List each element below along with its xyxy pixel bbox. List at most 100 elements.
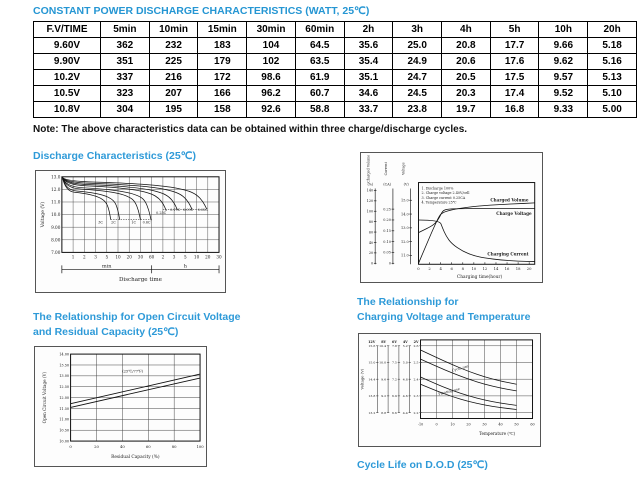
svg-text:12V: 12V (368, 340, 376, 344)
svg-text:12.50: 12.50 (59, 385, 69, 389)
svg-text:14.00: 14.00 (59, 352, 69, 356)
table-cell: 16.8 (489, 101, 540, 118)
table-cell: 25.0 (392, 37, 443, 54)
table-header-cell: 5h (489, 21, 540, 38)
svg-text:2.2: 2.2 (414, 411, 419, 415)
table-cell: 63.5 (294, 53, 345, 70)
svg-text:Voltage: Voltage (402, 162, 406, 176)
svg-text:4.8: 4.8 (403, 377, 408, 381)
svg-text:13.2: 13.2 (368, 411, 375, 415)
table-cell: 24.7 (392, 69, 443, 86)
svg-text:0: 0 (417, 267, 420, 271)
table-cell: 33.7 (343, 101, 394, 118)
svg-text:7.00: 7.00 (51, 250, 61, 255)
table-cell: 35.1 (343, 69, 394, 86)
svg-text:60: 60 (369, 230, 373, 234)
svg-text:50: 50 (514, 422, 518, 426)
svg-text:0.6C: 0.6C (143, 220, 151, 224)
svg-text:30: 30 (216, 254, 222, 259)
table-cell: 5.13 (587, 69, 637, 86)
svg-text:Charged Volume: Charged Volume (366, 155, 370, 183)
svg-text:13.8: 13.8 (368, 394, 375, 398)
discharge-chart-panel: 13.0 12.0 11.0 10.0 9.00 8.00 7.00 Voltage (V) 1… (35, 170, 226, 293)
svg-text:12: 12 (483, 267, 488, 271)
svg-text:3C: 3C (98, 220, 103, 224)
svg-text:4. Temperature 25℃: 4. Temperature 25℃ (421, 201, 456, 205)
table-row: 10.5V 323 207 166 96.2 60.7 34.6 24.5 20.3 17.4 9.… (33, 85, 637, 102)
svg-text:6.9: 6.9 (392, 394, 397, 398)
svg-text:15.0: 15.0 (368, 361, 375, 365)
svg-text:Floating use: Floating use (438, 387, 460, 396)
table-cell: 92.6 (246, 101, 296, 118)
table-cell: 58.8 (294, 101, 345, 118)
table-cell: 17.5 (489, 69, 540, 86)
svg-text:15.6: 15.6 (368, 344, 375, 348)
svg-text:12.0: 12.0 (51, 187, 61, 192)
table-row: 10.2V 337 216 172 98.6 61.9 35.1 24.7 20.5 17.5 9.… (33, 69, 637, 86)
svg-text:0: 0 (69, 445, 72, 449)
table-header-cell: 5min (100, 21, 150, 38)
svg-text:0: 0 (435, 422, 437, 426)
table-cell: 24.5 (392, 85, 443, 102)
svg-text:12.0: 12.0 (401, 240, 409, 244)
svg-text:5: 5 (105, 254, 108, 259)
svg-text:Open Circuit Voltage (V): Open Circuit Voltage (V) (42, 372, 47, 424)
svg-text:0.09C: 0.09C (183, 208, 194, 212)
svg-text:11.00: 11.00 (59, 418, 69, 422)
svg-text:Discharge time: Discharge time (119, 277, 163, 283)
svg-text:13.50: 13.50 (59, 363, 69, 367)
svg-text:140: 140 (367, 189, 374, 193)
svg-text:100: 100 (367, 210, 374, 214)
discharge-chart: 13.0 12.0 11.0 10.0 9.00 8.00 7.00 Voltage (V) 1… (39, 174, 222, 283)
charging-plot: Charged Volume(%)020406080100120140Curre… (366, 155, 536, 280)
svg-text:Voltage (V): Voltage (V) (361, 368, 365, 390)
table-header-cell: 20h (587, 21, 637, 38)
table-cell: 5.16 (587, 53, 637, 70)
table-cell: 166 (197, 85, 248, 102)
svg-text:8.00: 8.00 (51, 237, 61, 242)
svg-text:0.15: 0.15 (383, 229, 391, 233)
svg-text:Temperature (℃): Temperature (℃) (479, 431, 515, 436)
table-cell: 9.33 (538, 101, 589, 118)
svg-text:40: 40 (498, 422, 502, 426)
svg-text:10.4: 10.4 (379, 344, 386, 348)
table-cell: 35.4 (343, 53, 394, 70)
table-cell: 179 (197, 53, 248, 70)
table-cell: 23.8 (392, 101, 443, 118)
table-cell: 17.4 (489, 85, 540, 102)
svg-text:8V: 8V (381, 340, 386, 344)
svg-text:11.0: 11.0 (51, 200, 61, 205)
charging-chart: Charged Volume(%)020406080100120140Curre… (366, 155, 536, 280)
svg-text:7.5: 7.5 (392, 361, 397, 365)
table-cell: 5.18 (587, 37, 637, 54)
page-title: CONSTANT POWER DISCHARGE CHARACTERISTICS… (33, 5, 370, 17)
table-cell: 216 (148, 69, 199, 86)
ocv-chart-panel: 14.00 13.50 13.00 12.50 12.00 11.50 11.00 10.50… (34, 346, 207, 467)
table-cell: 225 (148, 53, 199, 70)
svg-text:10.00: 10.00 (59, 439, 69, 443)
cvt-chart: Voltage (V) -10 0 10 20 30 40 50 60 Temperature (… (361, 339, 535, 436)
svg-text:11.50: 11.50 (59, 407, 69, 411)
table-header-cell: 10h (538, 21, 589, 38)
svg-text:16: 16 (505, 267, 510, 271)
table-cell: 351 (100, 53, 150, 70)
table-cell: 9.62 (538, 53, 589, 70)
svg-text:6: 6 (451, 267, 454, 271)
svg-text:2: 2 (428, 267, 431, 271)
table-cell: 98.6 (246, 69, 296, 86)
svg-text:5.0: 5.0 (403, 361, 408, 365)
svg-text:2: 2 (162, 254, 165, 259)
svg-text:7.8: 7.8 (392, 344, 397, 348)
cvt-plot: Voltage (V) -10 0 10 20 30 40 50 60 Temperature (… (361, 339, 535, 436)
svg-text:14.0: 14.0 (401, 212, 409, 216)
svg-text:1C: 1C (131, 220, 136, 224)
ocv-section-title-line1: The Relationship for Open Circuit Voltag… (33, 311, 241, 323)
cycle-life-section-title: Cycle Life on D.O.D (25℃) (357, 459, 488, 471)
svg-text:80: 80 (369, 220, 373, 224)
svg-text:2V: 2V (414, 340, 419, 344)
svg-text:10.0: 10.0 (379, 361, 386, 365)
table-note: Note: The above characteristics data can… (33, 124, 468, 135)
discharge-section-title: Discharge Characteristics (25℃) (33, 150, 196, 162)
svg-text:2.5: 2.5 (414, 361, 419, 365)
